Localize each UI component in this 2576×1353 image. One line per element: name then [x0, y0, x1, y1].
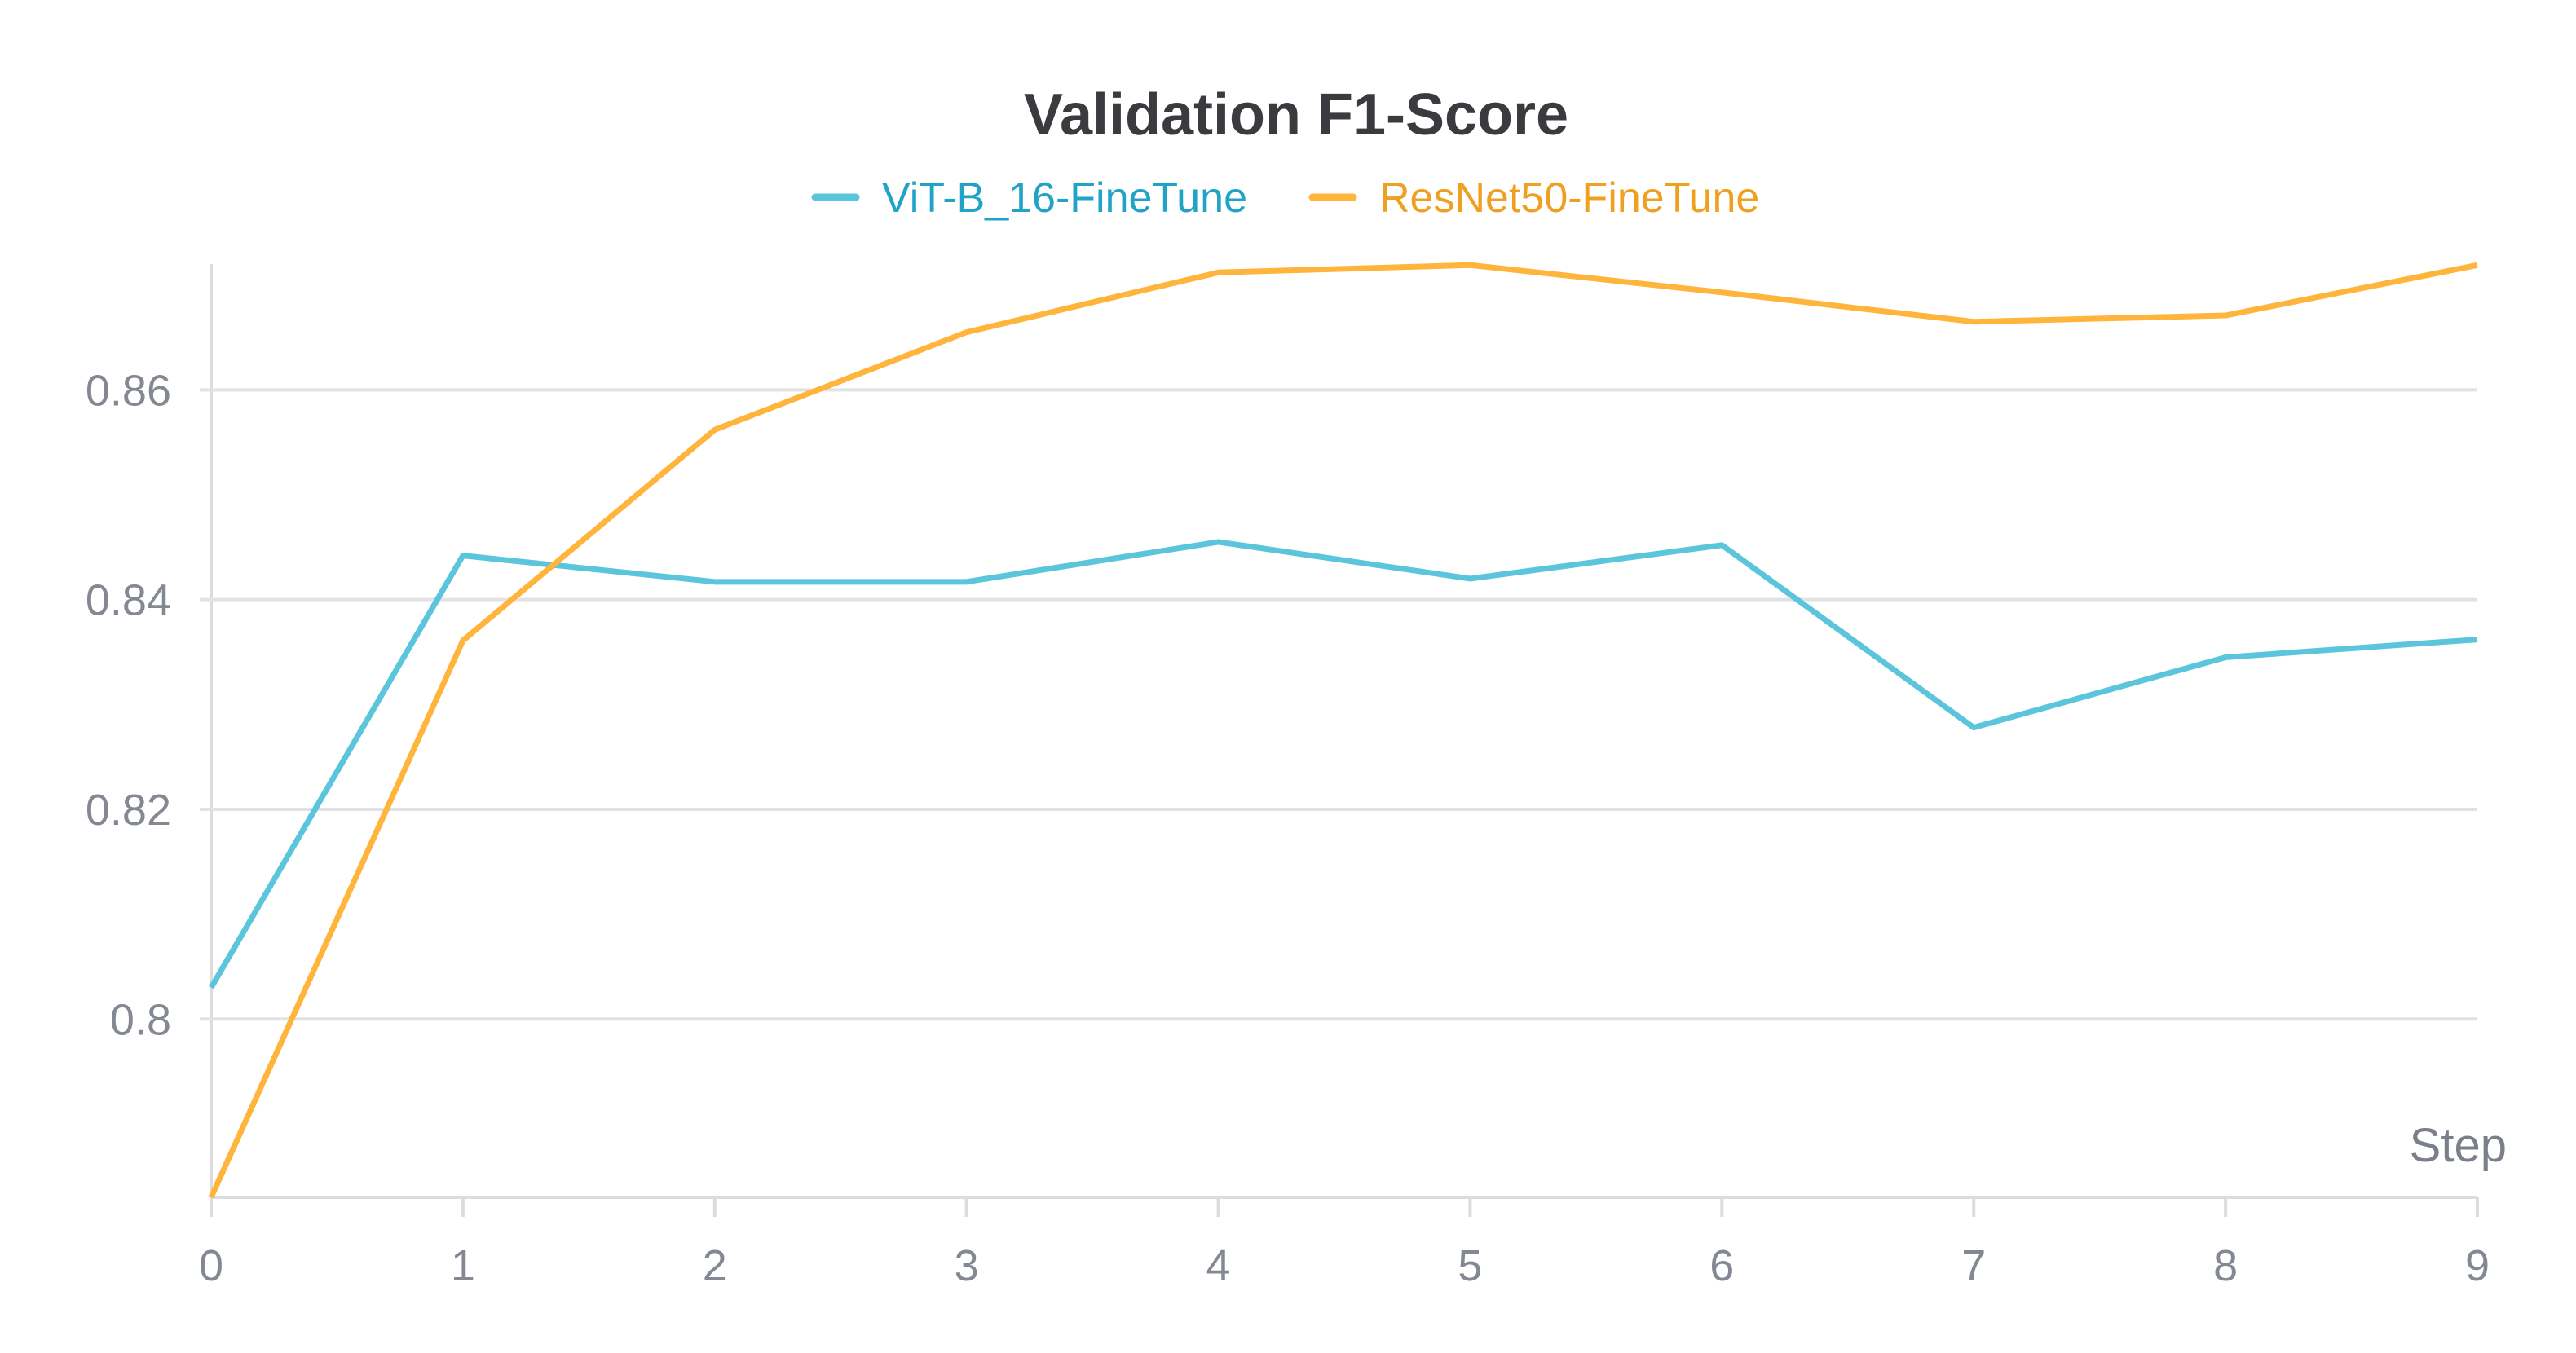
grid-lines — [200, 264, 2477, 1199]
x-axis-label: Step — [2410, 1119, 2507, 1172]
y-tick-label: 0.8 — [110, 995, 171, 1044]
x-axis-ticks: 0 1 2 3 4 5 6 7 8 9 — [199, 1197, 2490, 1290]
series-line-1 — [208, 262, 2478, 1199]
chart-title: Validation F1-Score — [1024, 82, 1568, 148]
x-tick-label: 9 — [2465, 1241, 2490, 1290]
x-tick-label: 7 — [1961, 1241, 1986, 1290]
x-tick-label: 1 — [451, 1241, 475, 1290]
y-tick-label: 0.82 — [86, 786, 171, 835]
series-lines — [208, 262, 2478, 1199]
legend: ViT-B_16-FineTune ResNet50-FineTune — [811, 174, 1759, 222]
x-tick-label: 5 — [1458, 1241, 1482, 1290]
x-tick-label: 4 — [1206, 1241, 1231, 1290]
x-tick-label: 2 — [703, 1241, 727, 1290]
series-line-0 — [208, 539, 2478, 989]
legend-label: ViT-B_16-FineTune — [882, 174, 1247, 222]
y-tick-label: 0.84 — [86, 576, 171, 625]
x-tick-label: 3 — [955, 1241, 979, 1290]
x-tick-label: 0 — [199, 1241, 223, 1290]
x-tick-label: 6 — [1709, 1241, 1734, 1290]
x-tick-label: 8 — [2213, 1241, 2238, 1290]
legend-label: ResNet50-FineTune — [1379, 174, 1759, 222]
y-tick-label: 0.86 — [86, 366, 171, 415]
y-axis-ticks: 0.8 0.82 0.84 0.86 — [86, 366, 171, 1044]
